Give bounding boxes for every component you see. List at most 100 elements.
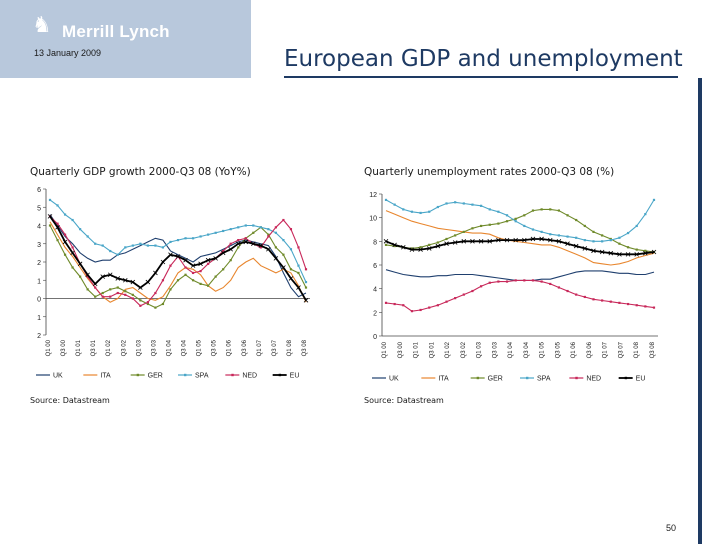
data-point <box>530 236 536 242</box>
brand-header-panel: ♞ Merrill Lynch 13 January 2009 <box>0 0 251 78</box>
x-tick-label: Q1 06 <box>227 339 233 356</box>
data-point <box>419 308 422 312</box>
data-point <box>296 285 301 290</box>
data-point <box>304 268 308 271</box>
data-point <box>237 239 240 242</box>
data-point <box>267 235 270 238</box>
data-point <box>71 218 74 222</box>
data-point <box>402 208 405 211</box>
data-point <box>297 246 300 249</box>
data-point <box>304 280 308 284</box>
data-point <box>445 237 448 241</box>
x-tick-label: Q1 07 <box>603 341 609 358</box>
data-point <box>557 286 561 289</box>
data-point <box>139 242 142 245</box>
data-point <box>139 304 142 307</box>
data-point <box>445 300 448 303</box>
data-point <box>199 270 202 273</box>
data-point <box>505 220 509 223</box>
data-point <box>556 239 562 244</box>
x-tick-label: Q1 02 <box>445 341 451 358</box>
data-point <box>274 246 277 249</box>
report-date: 13 January 2009 <box>34 48 102 58</box>
data-point <box>435 243 441 249</box>
data-point <box>77 261 83 267</box>
data-point <box>184 237 187 240</box>
data-point <box>48 224 52 227</box>
data-point <box>419 211 422 215</box>
data-point <box>124 293 127 296</box>
data-point <box>436 205 439 209</box>
y-tick-label: 4 <box>373 287 377 294</box>
data-point <box>479 224 483 228</box>
y-tick-label: 2 <box>37 260 41 267</box>
data-point <box>454 234 457 237</box>
legend-label-ned: NED <box>242 373 257 380</box>
data-point <box>557 234 561 237</box>
legend-marker <box>526 376 529 380</box>
data-point <box>575 218 578 222</box>
data-point <box>540 280 543 283</box>
data-point <box>454 201 457 204</box>
data-point <box>609 300 612 303</box>
data-point <box>297 271 300 275</box>
data-point <box>282 253 285 256</box>
data-point <box>116 291 119 295</box>
series-line-ger <box>385 208 655 253</box>
x-tick-label: Q1 03 <box>136 339 142 356</box>
data-point <box>252 224 255 227</box>
data-point <box>139 299 142 302</box>
y-tick-label: 8 <box>373 239 377 246</box>
data-point <box>228 246 233 252</box>
data-point <box>289 228 293 231</box>
data-point <box>229 242 232 245</box>
gdp-growth-chart: 6 5 4 3 2 1 0 1 2 Q1 00 Q3 00 Q1 01 Q3 01 Q1 02 Q3 02 Q… <box>36 187 310 380</box>
data-point <box>86 275 89 278</box>
data-point <box>47 214 53 219</box>
data-point <box>131 244 134 247</box>
data-point <box>652 198 656 202</box>
data-point <box>101 295 104 298</box>
legend-label-ita: ITA <box>100 373 111 380</box>
data-point <box>410 210 414 213</box>
data-point <box>207 233 210 236</box>
y-tick-label: 12 <box>369 192 377 199</box>
data-point <box>462 293 465 296</box>
data-point <box>70 250 75 256</box>
data-point <box>267 233 270 236</box>
data-point <box>94 242 97 245</box>
data-point <box>146 302 149 306</box>
data-point <box>190 263 196 268</box>
data-point <box>419 246 422 249</box>
data-point <box>618 236 621 239</box>
x-tick-label: Q3 04 <box>182 339 188 356</box>
data-point <box>94 295 97 298</box>
x-tick-label: Q3 07 <box>618 341 624 358</box>
data-point <box>436 304 439 307</box>
data-point <box>56 239 59 242</box>
data-point <box>383 239 389 244</box>
data-point <box>626 246 630 249</box>
side-accent-bar <box>698 78 702 544</box>
data-point <box>635 304 638 307</box>
data-point <box>488 281 491 284</box>
data-point <box>575 236 578 239</box>
data-point <box>496 237 501 243</box>
data-point <box>198 261 203 267</box>
y-tick-label: 2 <box>373 310 377 317</box>
data-point <box>392 242 397 248</box>
data-point <box>100 274 105 279</box>
data-point <box>522 237 527 243</box>
data-point <box>540 208 543 211</box>
data-point <box>557 209 561 212</box>
legend-marker <box>136 373 140 377</box>
y-tick-label: 4 <box>37 224 41 231</box>
x-tick-label: Q1 03 <box>477 341 483 358</box>
series-line-ned <box>385 279 655 312</box>
legend-marker <box>575 376 578 380</box>
y-tick-label: 2 <box>37 333 41 340</box>
legend-label-eu: EU <box>636 376 646 383</box>
data-point <box>109 295 112 298</box>
data-point <box>251 241 256 247</box>
data-point <box>573 243 579 249</box>
